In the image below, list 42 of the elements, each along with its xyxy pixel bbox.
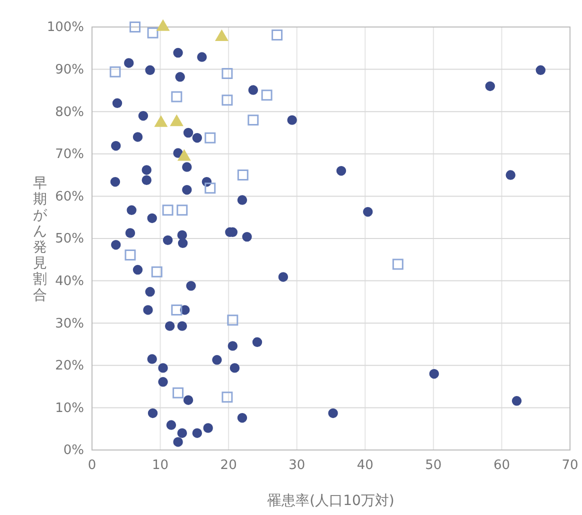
y-tick-label: 70%	[55, 147, 84, 162]
point	[392, 258, 404, 270]
point	[272, 30, 283, 41]
y-tick-label: 100%	[46, 20, 84, 36]
y-tick-label: 90%	[55, 62, 84, 78]
x-tick-label: 50	[425, 458, 442, 474]
point	[162, 204, 174, 216]
y-tick-label: 30%	[55, 316, 84, 332]
x-tick-label: 70	[562, 458, 578, 474]
x-tick-label: 0	[88, 458, 96, 474]
point	[204, 132, 216, 144]
point	[227, 314, 238, 326]
point	[171, 304, 182, 316]
point	[110, 66, 121, 78]
y-tick-label: 0%	[63, 443, 84, 458]
point	[176, 204, 188, 216]
point	[222, 68, 233, 80]
x-tick-label: 10	[152, 458, 169, 474]
point	[222, 94, 233, 106]
x-tick-label: 60	[493, 458, 510, 474]
point	[147, 27, 158, 38]
point	[151, 266, 162, 278]
x-tick-label: 30	[288, 458, 306, 474]
y-axis-title: 早期がん発見割合	[33, 176, 48, 304]
y-tick-label: 20%	[55, 358, 84, 374]
x-tick-label: 40	[356, 458, 374, 474]
y-tick-label: 50%	[55, 232, 84, 247]
x-axis-title: 罹患率(人口10万対)	[266, 493, 394, 509]
y-tick-label: 10%	[55, 400, 84, 416]
y-tick-label: 40%	[55, 274, 84, 289]
x-tick-label: 20	[220, 458, 237, 474]
y-tick-label: 60%	[55, 189, 84, 204]
point	[172, 387, 184, 398]
point	[204, 182, 216, 194]
point	[222, 392, 233, 403]
point	[261, 90, 272, 101]
y-tick-label: 80%	[55, 104, 84, 120]
point	[248, 114, 259, 126]
point	[171, 91, 182, 102]
point	[130, 22, 141, 32]
point	[124, 250, 136, 260]
point	[237, 170, 248, 181]
